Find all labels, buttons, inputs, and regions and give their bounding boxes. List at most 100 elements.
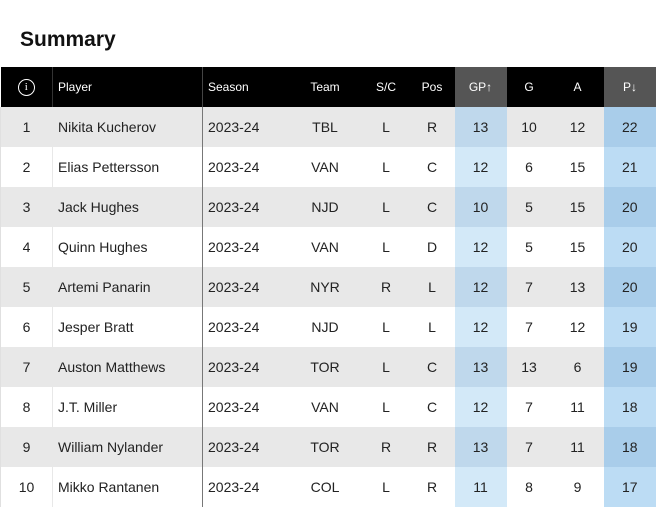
season-cell: 2023-24	[202, 427, 288, 467]
g-cell: 5	[506, 227, 552, 267]
rank-cell: 4	[0, 227, 53, 267]
p-cell: 21	[603, 147, 656, 187]
p-cell: 20	[603, 187, 656, 227]
player-cell[interactable]: Quinn Hughes	[52, 227, 203, 267]
column-header-sc[interactable]: S/C	[362, 67, 410, 107]
rank-cell: 8	[0, 387, 53, 427]
rank-cell: 7	[0, 347, 53, 387]
team-cell: COL	[287, 467, 363, 507]
p-cell: 19	[603, 307, 656, 347]
gp-cell: 10	[454, 187, 507, 227]
player-cell[interactable]: Artemi Panarin	[52, 267, 203, 307]
season-cell: 2023-24	[202, 347, 288, 387]
team-cell: TOR	[287, 347, 363, 387]
gp-cell: 13	[454, 427, 507, 467]
pos-cell: C	[409, 147, 455, 187]
rank-cell: 10	[0, 467, 53, 507]
table-row[interactable]: 1 Nikita Kucherov 2023-24 TBL L R 13 10 12 22	[0, 107, 656, 147]
table-row[interactable]: 8 J.T. Miller 2023-24 VAN L C 12 7 11 18	[0, 387, 656, 427]
column-header-g[interactable]: G	[506, 67, 552, 107]
rank-cell: 3	[0, 187, 53, 227]
player-cell[interactable]: Mikko Rantanen	[52, 467, 203, 507]
team-cell: VAN	[287, 387, 363, 427]
pos-cell: L	[409, 267, 455, 307]
table-row[interactable]: 9 William Nylander 2023-24 TOR R R 13 7 11 18	[0, 427, 656, 467]
rank-cell: 1	[0, 107, 53, 147]
table-row[interactable]: 6 Jesper Bratt 2023-24 NJD L L 12 7 12 19	[0, 307, 656, 347]
season-cell: 2023-24	[202, 107, 288, 147]
gp-cell: 12	[454, 227, 507, 267]
a-cell: 9	[551, 467, 604, 507]
a-cell: 15	[551, 187, 604, 227]
a-cell: 11	[551, 427, 604, 467]
player-cell[interactable]: Jesper Bratt	[52, 307, 203, 347]
pos-cell: R	[409, 467, 455, 507]
a-cell: 12	[551, 107, 604, 147]
gp-cell: 12	[454, 147, 507, 187]
player-cell[interactable]: J.T. Miller	[52, 387, 203, 427]
table-row[interactable]: 3 Jack Hughes 2023-24 NJD L C 10 5 15 20	[0, 187, 656, 227]
table-row[interactable]: 5 Artemi Panarin 2023-24 NYR R L 12 7 13 20	[0, 267, 656, 307]
player-cell[interactable]: Nikita Kucherov	[52, 107, 203, 147]
page-title: Summary	[20, 28, 116, 51]
team-cell: TOR	[287, 427, 363, 467]
a-cell: 11	[551, 387, 604, 427]
p-cell: 18	[603, 427, 656, 467]
season-cell: 2023-24	[202, 467, 288, 507]
p-cell: 17	[603, 467, 656, 507]
season-cell: 2023-24	[202, 267, 288, 307]
a-cell: 13	[551, 267, 604, 307]
column-header-team[interactable]: Team	[287, 67, 363, 107]
sc-cell: L	[362, 387, 410, 427]
sc-cell: L	[362, 107, 410, 147]
pos-cell: D	[409, 227, 455, 267]
column-header-season[interactable]: Season	[202, 67, 288, 107]
rank-cell: 5	[0, 267, 53, 307]
info-icon[interactable]: i	[17, 78, 35, 96]
team-cell: VAN	[287, 147, 363, 187]
player-cell[interactable]: Jack Hughes	[52, 187, 203, 227]
g-cell: 7	[506, 307, 552, 347]
season-cell: 2023-24	[202, 187, 288, 227]
column-header-a[interactable]: A	[551, 67, 604, 107]
sc-cell: R	[362, 267, 410, 307]
team-cell: NJD	[287, 307, 363, 347]
pos-cell: R	[409, 427, 455, 467]
season-cell: 2023-24	[202, 307, 288, 347]
table-row[interactable]: 2 Elias Pettersson 2023-24 VAN L C 12 6 15 21	[0, 147, 656, 187]
pos-cell: C	[409, 387, 455, 427]
p-cell: 19	[603, 347, 656, 387]
a-cell: 6	[551, 347, 604, 387]
rank-cell: 9	[0, 427, 53, 467]
player-cell[interactable]: Auston Matthews	[52, 347, 203, 387]
table-body: 1 Nikita Kucherov 2023-24 TBL L R 13 10 12 22 2 Eli…	[0, 107, 656, 507]
team-cell: TBL	[287, 107, 363, 147]
table-row[interactable]: 10 Mikko Rantanen 2023-24 COL L R 11 8 9 17	[0, 467, 656, 507]
team-cell: NYR	[287, 267, 363, 307]
table-row[interactable]: 7 Auston Matthews 2023-24 TOR L C 13 13 6 19	[0, 347, 656, 387]
player-cell[interactable]: William Nylander	[52, 427, 203, 467]
player-cell[interactable]: Elias Pettersson	[52, 147, 203, 187]
g-cell: 10	[506, 107, 552, 147]
column-header-gp[interactable]: GP↑	[454, 67, 507, 107]
sc-cell: L	[362, 347, 410, 387]
column-header-player[interactable]: Player	[52, 67, 203, 107]
season-cell: 2023-24	[202, 147, 288, 187]
column-header-pos[interactable]: Pos	[409, 67, 455, 107]
pos-cell: C	[409, 187, 455, 227]
a-cell: 15	[551, 227, 604, 267]
sc-cell: L	[362, 187, 410, 227]
gp-cell: 12	[454, 267, 507, 307]
column-header-info[interactable]: i	[0, 67, 53, 107]
a-cell: 15	[551, 147, 604, 187]
sc-cell: L	[362, 227, 410, 267]
g-cell: 13	[506, 347, 552, 387]
g-cell: 7	[506, 427, 552, 467]
table-header-row: i Player Season Team S/C Pos GP↑ G A P↓	[0, 67, 656, 107]
table-row[interactable]: 4 Quinn Hughes 2023-24 VAN L D 12 5 15 20	[0, 227, 656, 267]
a-cell: 12	[551, 307, 604, 347]
sc-cell: L	[362, 147, 410, 187]
p-cell: 22	[603, 107, 656, 147]
column-header-p[interactable]: P↓	[603, 67, 656, 107]
g-cell: 7	[506, 387, 552, 427]
